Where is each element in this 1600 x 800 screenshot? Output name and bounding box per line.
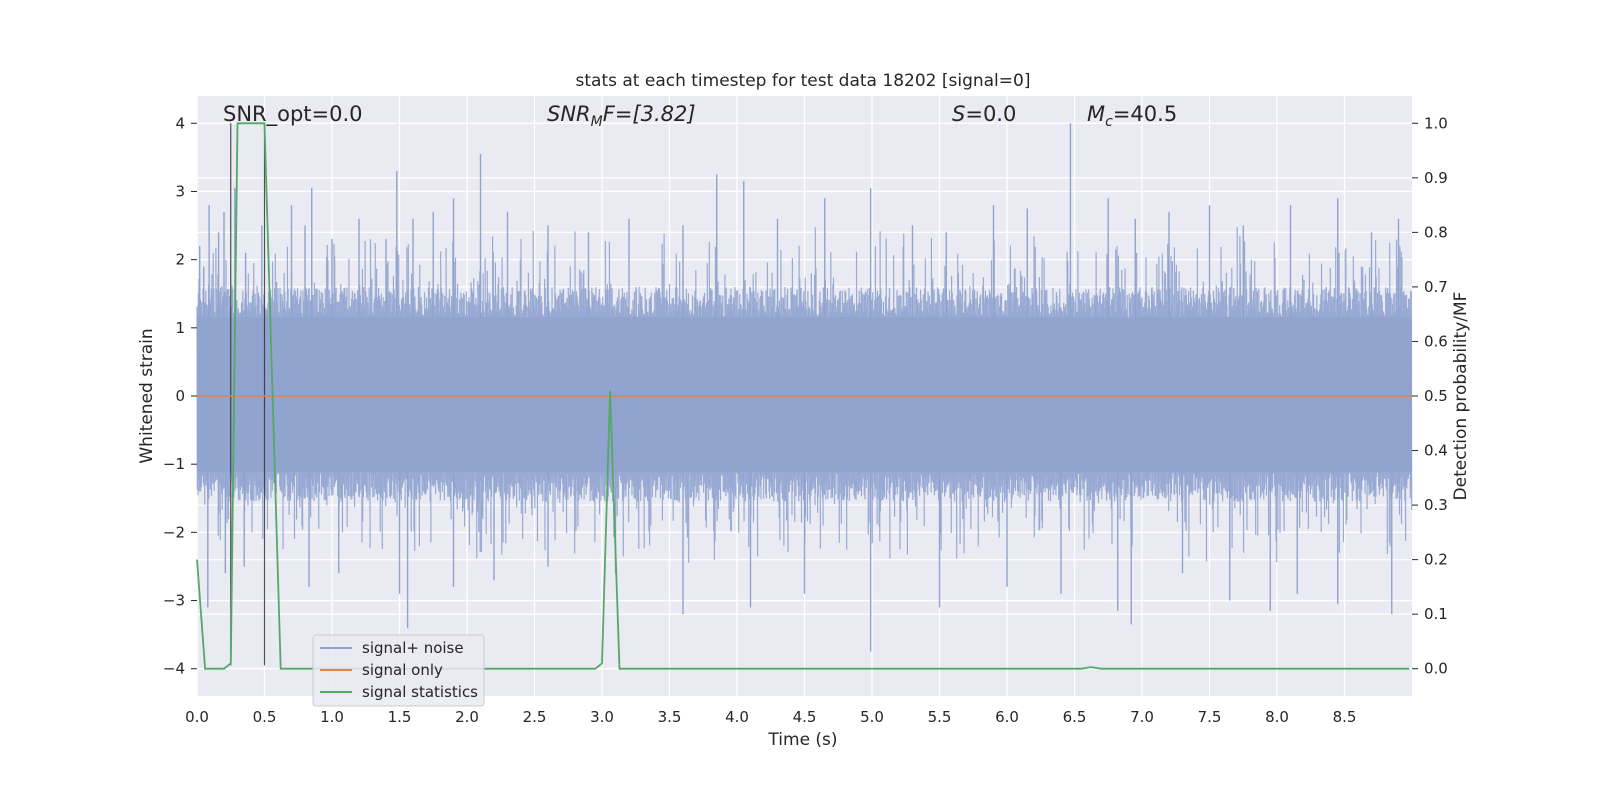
annotation-snr-mf-main: SNR — [547, 102, 591, 126]
y2-tick-label-5: 0.5 — [1424, 387, 1448, 405]
legend-label-stats: signal statistics — [362, 683, 478, 701]
x-tick-label-16: 8.0 — [1265, 708, 1289, 726]
chart-title: stats at each timestep for test data 182… — [576, 71, 1031, 91]
annotation-s: S=0.0 — [952, 102, 1016, 126]
annotation-snr-opt: SNR_opt=0.0 — [223, 102, 363, 127]
x-tick-label-9: 4.5 — [793, 708, 817, 726]
y-tick-label-8: 4 — [175, 114, 185, 132]
y2-tick-label-3: 0.3 — [1424, 496, 1448, 514]
y2-tick-label-8: 0.8 — [1424, 223, 1448, 241]
x-tick-label-1: 0.5 — [253, 708, 277, 726]
x-tick-label-10: 5.0 — [860, 708, 884, 726]
y-tick-label-6: 2 — [175, 251, 185, 269]
y-tick-label-0: −4 — [163, 660, 185, 678]
x-tick-label-5: 2.5 — [523, 708, 547, 726]
y2-axis-label: Detection probability/MF — [1451, 292, 1471, 501]
annotation-s-main: S — [952, 102, 965, 126]
annotation-snr-mf-sub: M — [591, 114, 603, 130]
x-tick-label-6: 3.0 — [590, 708, 614, 726]
legend-label-noise: signal+ noise — [362, 639, 464, 657]
y-tick-label-5: 1 — [175, 319, 185, 337]
x-tick-label-13: 6.5 — [1063, 708, 1087, 726]
y2-tick-label-1: 0.1 — [1424, 605, 1448, 623]
annotation-mc-sub: c — [1105, 114, 1113, 130]
annotation-mc-main: M — [1087, 102, 1105, 126]
x-tick-labels: 0.0 0.5 1.0 1.5 2.0 2.5 3.0 3.5 4.0 4.5 5.0 5.5 6.0 6… — [185, 708, 1356, 726]
line-series — [196, 122, 1412, 670]
y2-tick-label-4: 0.4 — [1424, 442, 1448, 460]
y-tick-labels: −4 −3 −2 −1 0 1 2 3 4 — [163, 114, 197, 678]
x-tick-label-14: 7.0 — [1130, 708, 1154, 726]
y-tick-label-7: 3 — [175, 182, 185, 200]
annotation-mc-rest: =40.5 — [1113, 102, 1177, 126]
x-tick-label-7: 3.5 — [658, 708, 682, 726]
legend-box — [312, 634, 485, 707]
x-tick-label-2: 1.0 — [320, 708, 344, 726]
annotation-mc: Mc=40.5 — [1087, 102, 1177, 130]
x-tick-label-3: 1.5 — [388, 708, 412, 726]
y2-tick-labels: 0.0 0.1 0.2 0.3 0.4 0.5 0.6 0.7 0.8 0.9 1.0 — [1412, 114, 1448, 678]
x-tick-label-12: 6.0 — [995, 708, 1019, 726]
x-tick-label-0: 0.0 — [185, 708, 209, 726]
x-axis-label: Time (s) — [767, 730, 837, 750]
y-axis-label: Whitened strain — [137, 328, 157, 463]
annotation-s-rest: =0.0 — [965, 102, 1016, 126]
y-tick-label-4: 0 — [175, 387, 185, 405]
vertical-markers — [230, 123, 266, 666]
x-tick-label-8: 4.0 — [725, 708, 749, 726]
legend-label-signal: signal only — [362, 661, 443, 679]
x-tick-label-11: 5.5 — [928, 708, 952, 726]
annotation-snr-mf: SNRMF=[3.82] — [547, 102, 696, 130]
y2-tick-label-10: 1.0 — [1424, 114, 1448, 132]
noise-series — [196, 123, 1413, 652]
y2-tick-label-6: 0.6 — [1424, 332, 1448, 350]
y-tick-label-2: −2 — [163, 523, 185, 541]
y-tick-label-1: −3 — [163, 592, 185, 610]
x-tick-label-17: 8.5 — [1333, 708, 1357, 726]
annotation-snr-mf-rest: F=[3.82] — [603, 102, 696, 126]
legend: signal+ noise signal only signal statist… — [312, 634, 485, 707]
series-line-signal-statistics — [196, 122, 1410, 670]
y2-tick-label-7: 0.7 — [1424, 278, 1448, 296]
x-tick-label-4: 2.0 — [455, 708, 479, 726]
y2-tick-label-2: 0.2 — [1424, 551, 1448, 569]
y2-tick-label-0: 0.0 — [1424, 660, 1448, 678]
y-tick-label-3: −1 — [163, 455, 185, 473]
x-tick-label-15: 7.5 — [1198, 708, 1222, 726]
y2-tick-label-9: 0.9 — [1424, 169, 1448, 187]
